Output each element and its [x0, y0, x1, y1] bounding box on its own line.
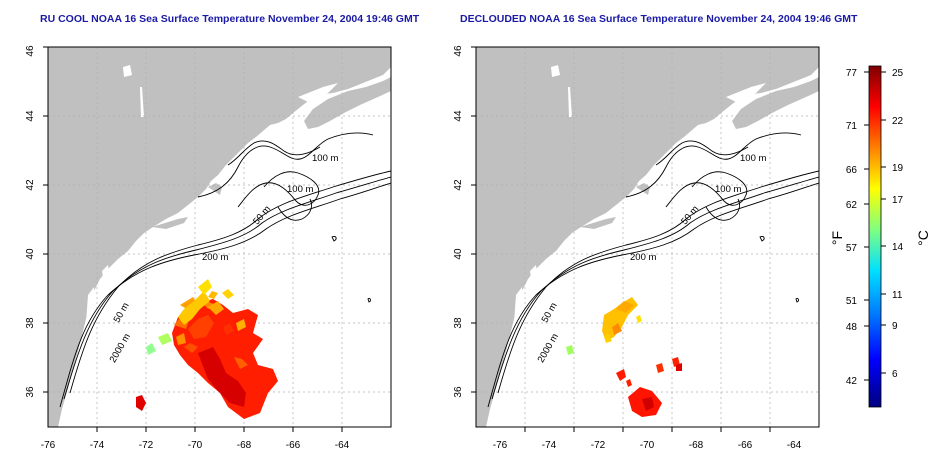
x-tick-label: -68 — [237, 440, 252, 451]
f-tick-label: 71 — [846, 121, 858, 132]
colorbar-f-label: °F — [829, 231, 845, 245]
contour-label-100m-b: 100 m — [715, 184, 741, 195]
y-tick-label: 42 — [453, 179, 464, 191]
y-tick-label: 46 — [25, 45, 36, 57]
x-tick-label: -66 — [286, 440, 301, 451]
x-tick-label: -68 — [689, 440, 704, 451]
contour-label-100m-b: 100 m — [287, 184, 313, 195]
f-tick-label: 57 — [846, 243, 858, 254]
map-panel-left: 100 m 100 m 50 m 200 m 50 m 2000 m -76 -… — [25, 45, 392, 451]
colorbar-gradient — [868, 65, 882, 408]
x-tick-label: -76 — [493, 440, 508, 451]
panel-title-left: RU COOL NOAA 16 Sea Surface Temperature … — [40, 13, 420, 25]
f-tick-label: 51 — [846, 296, 858, 307]
x-tick-label: -70 — [640, 440, 655, 451]
x-axis-right: -76 -74 -72 -70 -68 -66 -64 — [493, 440, 802, 451]
x-tick-label: -74 — [90, 440, 105, 451]
x-tick-label: -70 — [188, 440, 203, 451]
sst-data-right — [566, 297, 682, 417]
x-tick-label: -72 — [139, 440, 154, 451]
contour-label-100m-a: 100 m — [312, 153, 338, 164]
c-tick-label: 14 — [892, 242, 904, 253]
x-axis-left: -76 -74 -72 -70 -68 -66 -64 — [41, 440, 350, 451]
y-axis-left: 36 38 40 42 44 46 — [25, 45, 36, 398]
colorbar: 77 71 66 62 57 51 48 42 25 22 19 17 14 1… — [829, 65, 931, 408]
panel-title-right: DECLOUDED NOAA 16 Sea Surface Temperatur… — [460, 13, 858, 25]
y-tick-label: 44 — [25, 110, 36, 122]
y-tick-label: 40 — [25, 248, 36, 260]
y-tick-label: 42 — [25, 179, 36, 191]
f-tick-label: 48 — [846, 322, 858, 333]
x-tick-label: -64 — [335, 440, 350, 451]
f-tick-label: 42 — [846, 376, 858, 387]
colorbar-c-ticks: 25 22 19 17 14 11 9 6 — [892, 68, 904, 380]
y-tick-label: 38 — [453, 317, 464, 329]
f-tick-label: 77 — [846, 68, 858, 79]
c-tick-label: 19 — [892, 163, 904, 174]
c-tick-label: 22 — [892, 116, 904, 127]
c-tick-label: 17 — [892, 195, 904, 206]
x-tick-label: -76 — [41, 440, 56, 451]
c-tick-label: 25 — [892, 68, 904, 79]
y-tick-label: 36 — [453, 386, 464, 398]
contour-label-200m: 200 m — [202, 252, 228, 263]
y-tick-label: 36 — [25, 386, 36, 398]
colorbar-c-label: °C — [915, 230, 931, 246]
x-tick-label: -64 — [787, 440, 802, 451]
contour-label-100m-a: 100 m — [740, 153, 766, 164]
contour-label-200m: 200 m — [630, 252, 656, 263]
x-tick-label: -66 — [738, 440, 753, 451]
y-axis-right: 36 38 40 42 44 46 — [453, 45, 464, 398]
c-tick-label: 6 — [892, 369, 898, 380]
y-tick-label: 38 — [25, 317, 36, 329]
f-tick-label: 66 — [846, 165, 858, 176]
y-tick-label: 40 — [453, 248, 464, 260]
c-tick-label: 11 — [892, 290, 903, 301]
y-tick-label: 46 — [453, 45, 464, 57]
x-tick-label: -74 — [542, 440, 557, 451]
colorbar-f-ticks: 77 71 66 62 57 51 48 42 — [846, 68, 858, 387]
y-tick-label: 44 — [453, 110, 464, 122]
f-tick-label: 62 — [846, 200, 858, 211]
sst-warm-band-left — [146, 279, 246, 355]
map-panel-right: 100 m 100 m 50 m 200 m 50 m 2000 m -76 -… — [453, 45, 820, 451]
c-tick-label: 9 — [892, 321, 898, 332]
x-tick-label: -72 — [591, 440, 606, 451]
